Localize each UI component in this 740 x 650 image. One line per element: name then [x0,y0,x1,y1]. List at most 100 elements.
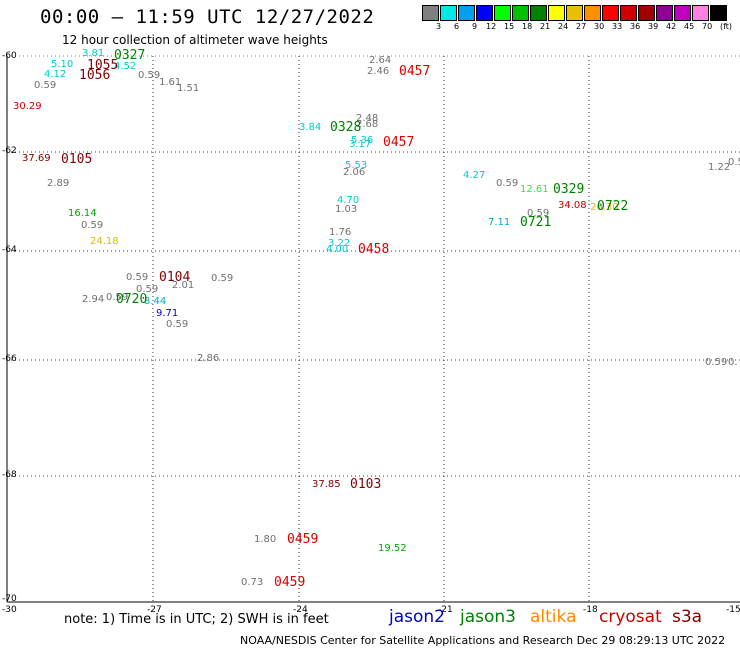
legend-label: 24 [558,22,569,31]
legend-label: 27 [576,22,587,31]
legend-label: 30 [594,22,605,31]
legend-swatch [674,5,691,21]
wave-height-value: 2.01 [172,280,195,291]
wave-height-value: 3.17 [349,139,372,150]
pass-time-label: 0722 [597,199,629,214]
footer-credit: NOAA/NESDIS Center for Satellite Applica… [240,634,726,647]
wave-height-value: 37.85 [312,479,341,490]
wave-height-value: 26.30 [590,202,619,213]
wave-height-value: 8.44 [144,296,167,307]
satellite-label-cryosat: cryosat [599,607,662,627]
wave-height-value: 2.64 [369,55,392,66]
satellite-label-altika: altika [530,607,577,627]
wave-height-value: 2.94 [82,294,105,305]
legend-label: 6 [454,22,460,31]
wave-height-value: 0.59 [211,273,234,284]
lon-label: -15 [726,605,740,615]
wave-height-value: 3.81 [82,48,105,59]
legend-swatch [458,5,475,21]
legend-swatch [638,5,655,21]
wave-height-value: 16.14 [68,208,97,219]
wave-height-value: 4.52 [114,61,137,72]
legend-label: 12 [486,22,497,31]
legend-label: 70 [702,22,713,31]
lon-label: -30 [2,605,17,615]
wave-height-value: 0.59 [138,70,161,81]
wave-height-value: 4.27 [463,170,486,181]
wave-height-value: 0.59 [496,178,519,189]
pass-time-label: 1055 [87,58,119,73]
wave-height-value: 0.59 [106,292,129,303]
pass-time-label: 0459 [274,575,306,590]
legend-label: 21 [540,22,551,31]
legend-swatch [620,5,637,21]
pass-time-label: 0103 [350,477,382,492]
lat-label: -64 [2,245,17,255]
wave-height-value: 2.48 [356,113,379,124]
wave-height-value: 3.22 [328,238,351,249]
wave-height-value: 3.84 [299,122,322,133]
wave-height-value: 5.10 [51,59,74,70]
legend-label: 36 [630,22,641,31]
lat-label: -66 [2,354,17,364]
legend-swatch [584,5,601,21]
legend-swatch [548,5,565,21]
satellite-label-s3a: s3a [672,607,703,627]
legend-label: 39 [648,22,659,31]
wave-height-value: 0.5 [728,157,740,168]
map-subtitle: 12 hour collection of altimeter wave hei… [62,33,328,47]
wave-height-value: 24.18 [90,236,119,247]
legend-swatch [422,5,439,21]
pass-time-label: 0459 [287,532,319,547]
pass-time-label: 0327 [114,48,146,63]
wave-height-value: 2.06 [343,167,366,178]
wave-height-value: 2.46 [367,66,390,77]
legend-label: 45 [684,22,695,31]
pass-time-label: 0328 [330,120,362,135]
legend-label: 33 [612,22,623,31]
lon-label: -21 [438,605,453,615]
lon-label: -27 [147,605,162,615]
legend-label: (ft) [720,22,733,31]
wave-height-value: 0.59 [34,80,57,91]
lat-label: -62 [2,146,17,156]
pass-time-label: 0721 [520,215,552,230]
wave-height-value: 4.70 [337,195,360,206]
wave-height-value: 1.22 [708,162,731,173]
legend-swatch [602,5,619,21]
wave-height-value: 1.51 [177,83,200,94]
pass-time-label: 0457 [399,64,431,79]
wave-height-value: 0.59 [705,357,728,368]
legend-swatch [530,5,547,21]
wave-height-value: 37.69 [22,153,51,164]
wave-height-value: 9.71 [156,308,179,319]
note-text: note: 1) Time is in UTC; 2) SWH is in fe… [64,612,329,627]
wave-height-value: 0. [728,357,738,368]
lon-label: -18 [583,605,598,615]
lat-label: -68 [2,470,17,480]
pass-time-label: 0329 [553,182,585,197]
wave-height-value: 0.59 [527,208,550,219]
pass-time-label: 0720 [116,292,148,307]
legend-label: 42 [666,22,677,31]
wave-height-value: 30.29 [13,101,42,112]
wave-height-value: 0.59 [126,272,149,283]
wave-height-value: 5.53 [345,160,368,171]
legend-swatch [710,5,727,21]
legend-swatch [692,5,709,21]
wave-height-value: 0.59 [166,319,189,330]
legend-swatch [494,5,511,21]
pass-time-label: 0104 [159,270,191,285]
wave-height-value: 4.12 [44,69,67,80]
wave-height-value: 1.80 [254,534,277,545]
legend-label: 9 [472,22,478,31]
lon-label: -24 [293,605,308,615]
pass-time-label: 0457 [383,135,415,150]
legend-swatch [656,5,673,21]
wave-height-value: 19.52 [378,543,407,554]
lat-label: -70 [2,594,17,604]
map-title: 00:00 — 11:59 UTC 12/27/2022 [40,6,375,28]
wave-height-value: 1.76 [329,227,352,238]
wave-height-value: 0.59 [136,284,159,295]
